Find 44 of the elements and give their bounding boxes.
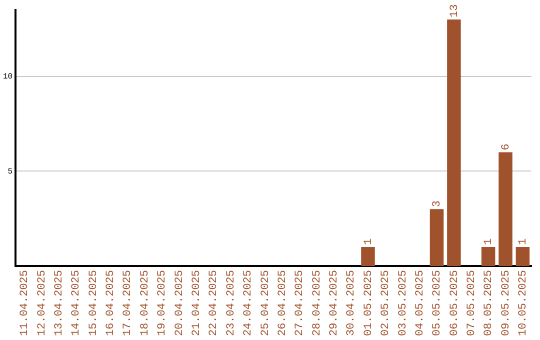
x-tick-label: 05.05.2025 — [432, 270, 444, 336]
x-tick-label: 25.04.2025 — [260, 270, 272, 336]
y-tick-label: 10 — [2, 72, 13, 82]
x-tick-label: 16.04.2025 — [105, 270, 118, 336]
x-tick-label: 03.05.2025 — [397, 270, 410, 336]
bar — [361, 247, 375, 266]
x-tick-label: 02.05.2025 — [380, 270, 392, 336]
bar — [447, 19, 461, 266]
x-tick-label: 10.05.2025 — [518, 270, 530, 336]
x-tick-label: 30.04.2025 — [346, 270, 358, 336]
x-tick-label: 29.04.2025 — [328, 270, 341, 336]
x-tick-label: 20.04.2025 — [174, 270, 186, 336]
bar — [430, 209, 444, 266]
x-tick-label: 06.05.2025 — [448, 270, 461, 336]
x-tick-label: 26.04.2025 — [276, 270, 289, 336]
data-label: 6 — [500, 144, 512, 150]
bar — [516, 247, 530, 266]
x-tick-label: 14.04.2025 — [70, 270, 83, 336]
data-label: 1 — [483, 238, 496, 246]
x-tick-label: 27.04.2025 — [294, 270, 306, 336]
x-tick-label: 19.04.2025 — [156, 270, 169, 336]
x-tick-label: 08.05.2025 — [483, 270, 496, 336]
x-tick-label: 13.04.2025 — [53, 270, 66, 336]
y-tick-label: 5 — [8, 167, 13, 176]
x-tick-label: 01.05.2025 — [362, 270, 375, 336]
x-tick-label: 18.04.2025 — [139, 270, 152, 336]
x-tick-label: 11.04.2025 — [19, 270, 32, 336]
bar — [481, 247, 496, 266]
x-tick-label: 04.05.2025 — [414, 270, 426, 336]
data-label: 3 — [432, 200, 444, 208]
x-tick-label: 24.04.2025 — [242, 270, 255, 336]
x-tick-label: 12.04.2025 — [36, 270, 48, 336]
x-tick-label: 09.05.2025 — [500, 270, 512, 336]
x-tick-label: 28.04.2025 — [311, 270, 324, 336]
bar — [498, 152, 512, 266]
x-tick-label: 17.04.2025 — [122, 270, 134, 336]
x-tick-label: 07.05.2025 — [466, 270, 478, 336]
x-tick-label: 15.04.2025 — [88, 270, 100, 336]
data-label: 1 — [518, 238, 530, 246]
x-tick-label: 22.04.2025 — [208, 270, 220, 336]
x-tick-label: 23.04.2025 — [225, 270, 238, 336]
x-tick-label: 21.04.2025 — [191, 270, 203, 336]
data-label: 1 — [362, 238, 375, 246]
data-label: 13 — [448, 4, 461, 18]
